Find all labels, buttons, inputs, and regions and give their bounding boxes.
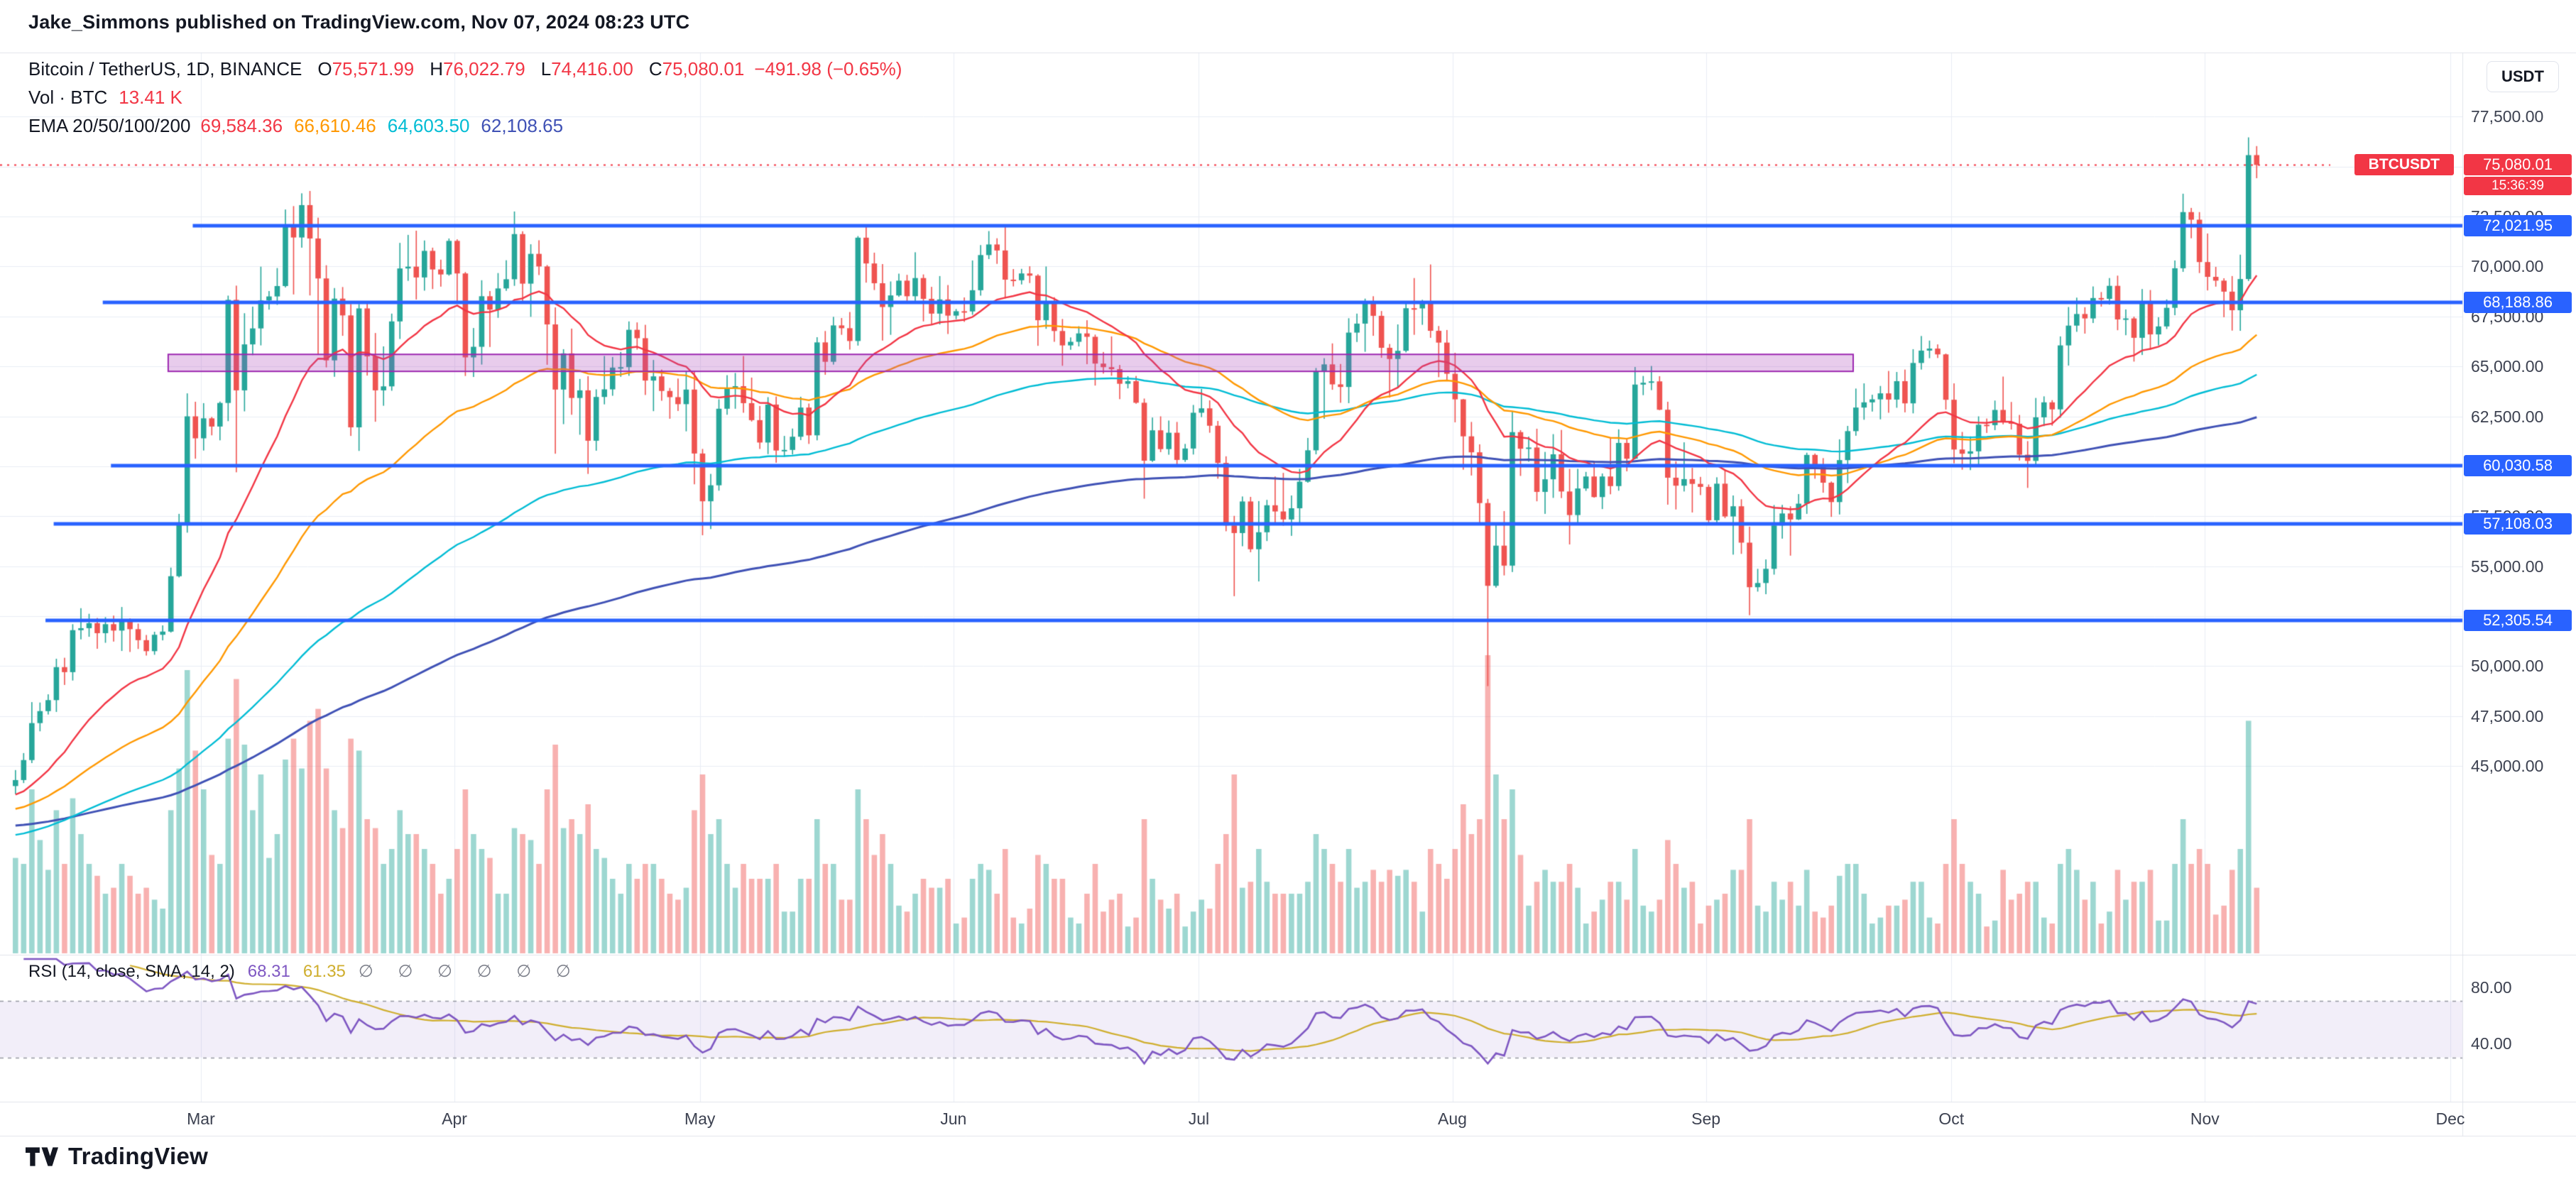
- price-level-badge[interactable]: 68,188.86: [2464, 292, 2572, 314]
- price-level-badge[interactable]: 72,021.95: [2464, 215, 2572, 237]
- rsi-value: 68.31: [247, 961, 290, 981]
- tradingview-brand-text: TradingView: [68, 1143, 209, 1169]
- price-level-badge[interactable]: 52,305.54: [2464, 609, 2572, 631]
- rsi-legend-row[interactable]: RSI (14, close, SMA, 14, 2) 68.31 61.35 …: [28, 961, 581, 982]
- tradingview-logo-icon: [26, 1146, 58, 1166]
- snapshot-attribution: Jake_Simmons published on TradingView.co…: [28, 11, 690, 33]
- price-level-badge[interactable]: 57,108.03: [2464, 513, 2572, 535]
- last-price-badge[interactable]: 75,080.01: [2464, 154, 2572, 176]
- price-level-badge[interactable]: 60,030.58: [2464, 455, 2572, 477]
- currency-toggle-button[interactable]: USDT: [2487, 61, 2559, 92]
- rsi-empty-values: ∅ ∅ ∅ ∅ ∅ ∅: [358, 962, 581, 981]
- tradingview-footer[interactable]: TradingView: [26, 1143, 208, 1170]
- rsi-ma-value: 61.35: [302, 961, 346, 981]
- rsi-title: RSI (14, close, SMA, 14, 2): [28, 961, 235, 981]
- symbol-price-tag[interactable]: BTCUSDT: [2354, 154, 2454, 176]
